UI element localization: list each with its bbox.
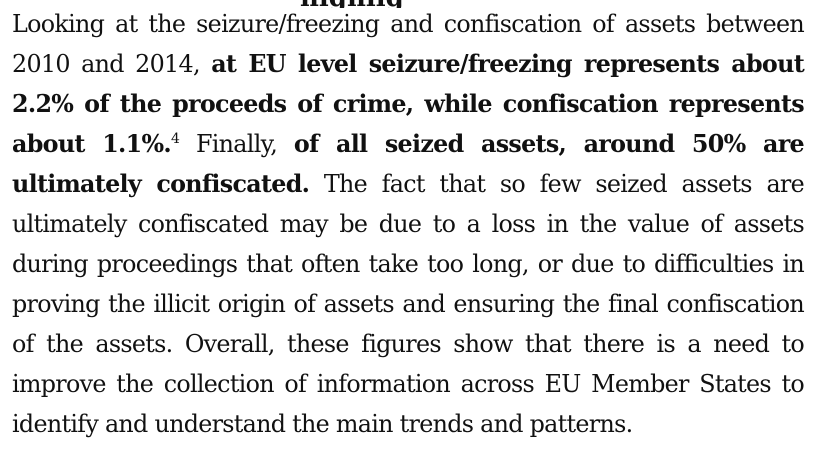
paragraph-text-conclusion: The fact that so few seized assets are u… xyxy=(12,170,805,438)
footnote-marker[interactable]: 4 xyxy=(171,131,180,148)
body-paragraph: Looking at the seizure/freezing and conf… xyxy=(12,4,805,444)
paragraph-bold-statistics: at EU level seizure/freezing represents … xyxy=(12,50,805,158)
clipped-heading-fragment: highlig xyxy=(300,0,490,8)
paragraph-text-transition: Finally, xyxy=(179,130,294,158)
paragraph-text-intro: Looking at the seizure/freezing and conf… xyxy=(12,10,805,78)
paragraph-bold-confiscation-rate: of all seized assets, around 50% are ult… xyxy=(12,130,805,198)
